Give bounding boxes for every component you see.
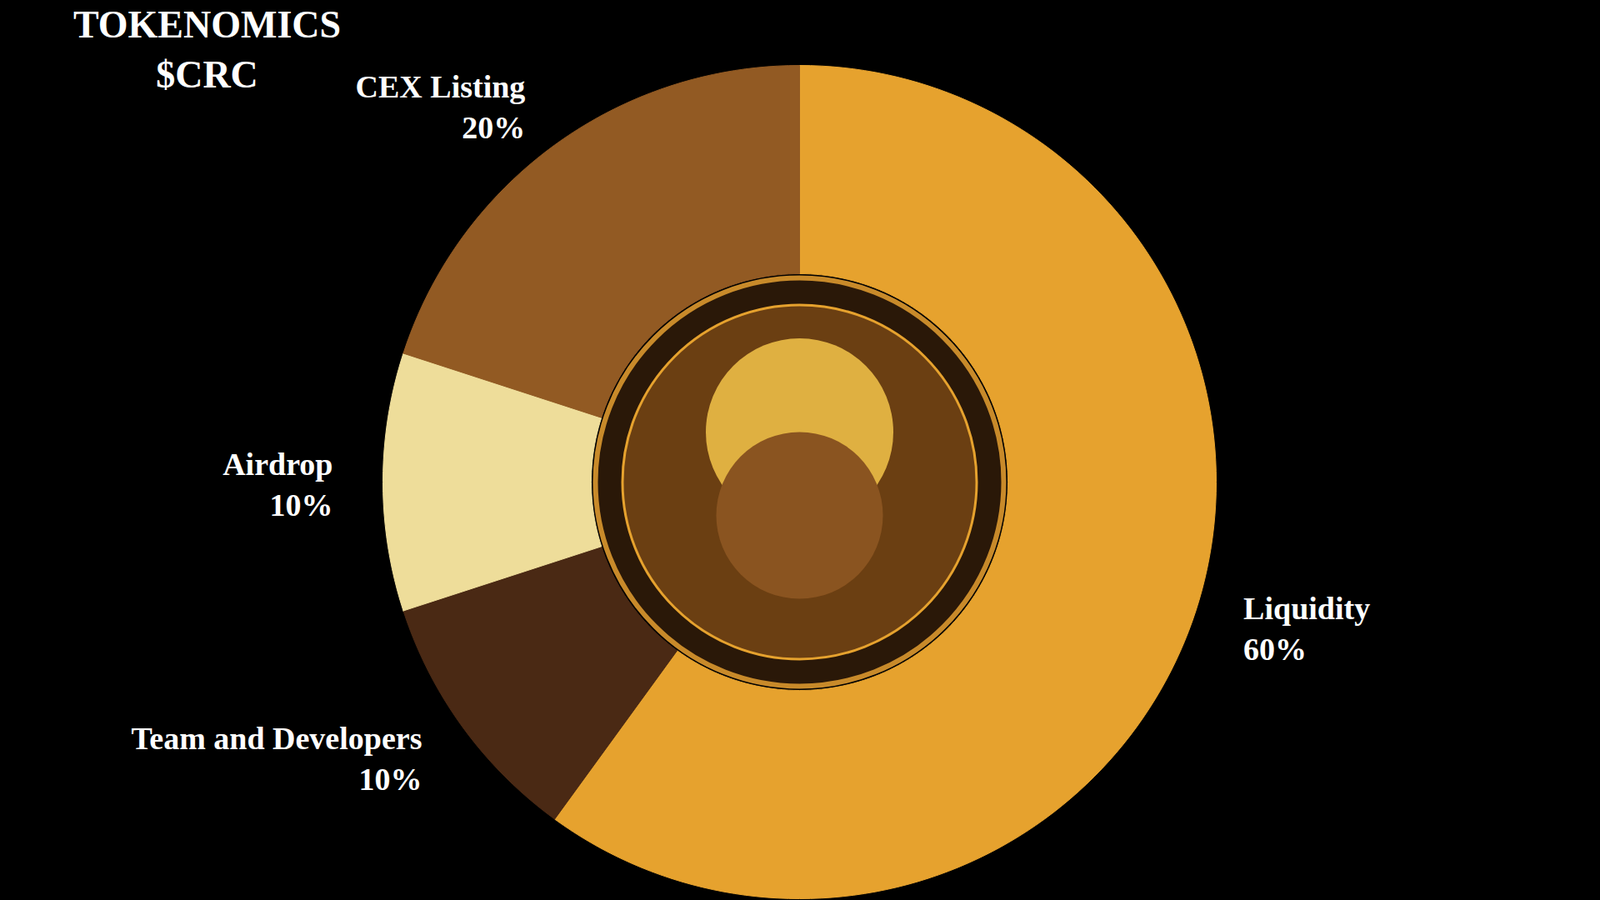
svg-text:Liquidity60%: Liquidity60% <box>1243 590 1370 667</box>
svg-text:TOKENOMICS: TOKENOMICS <box>73 3 341 46</box>
svg-text:$CRC: $CRC <box>155 53 259 96</box>
svg-text:Airdrop10%: Airdrop10% <box>222 446 333 523</box>
svg-text:CEX Listing20%: CEX Listing20% <box>355 69 526 145</box>
svg-text:Team and Developers10%: Team and Developers10% <box>130 720 422 797</box>
